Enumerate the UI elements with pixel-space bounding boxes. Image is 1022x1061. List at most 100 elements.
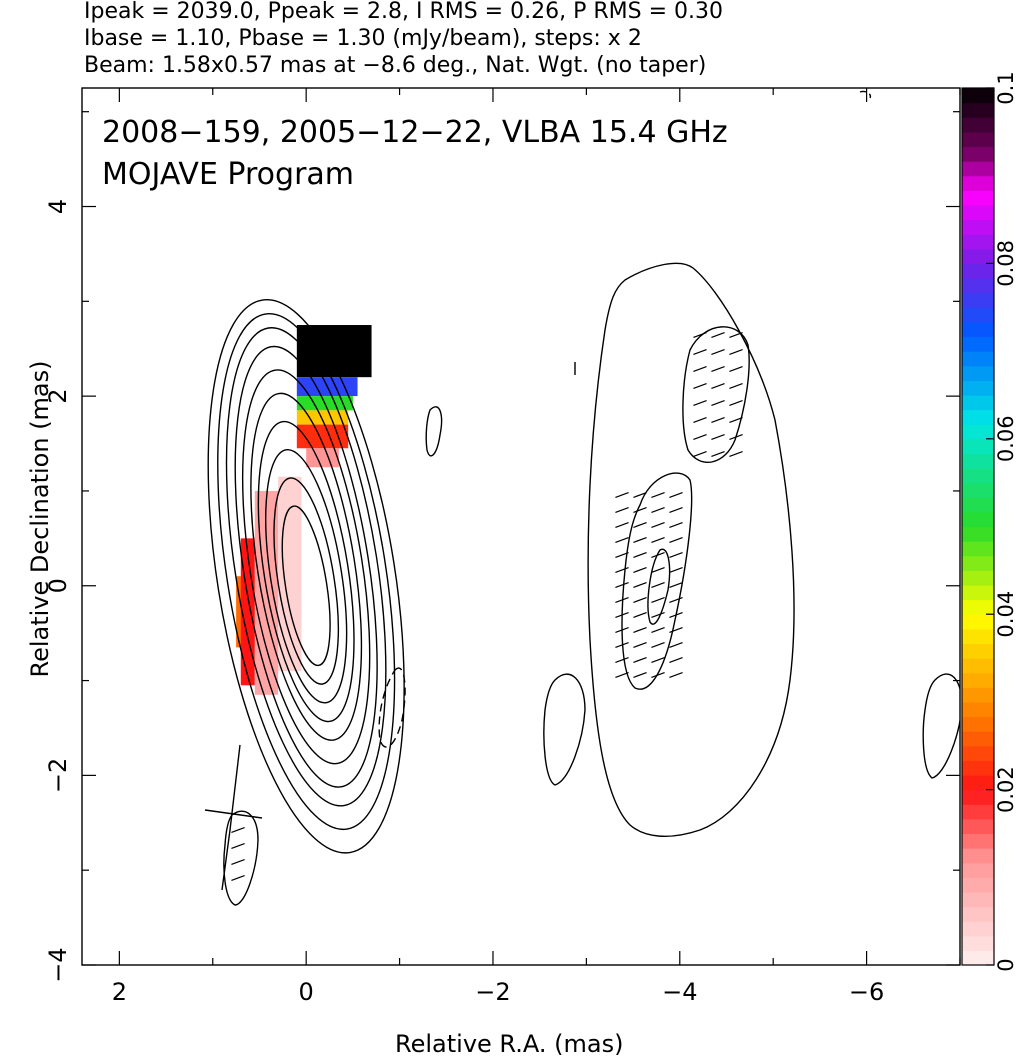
region-b-vector-35	[669, 612, 683, 618]
colorbar-segment	[962, 906, 994, 922]
region-b-vector-7	[669, 507, 683, 513]
colorbar-segment	[962, 862, 994, 878]
region-b-vector-45	[633, 657, 647, 663]
core-contour-5	[250, 392, 363, 741]
core-contour-8	[273, 477, 339, 685]
colorbar-segment	[962, 848, 994, 864]
south-polarization-vector	[204, 809, 263, 819]
colorbar-frame	[961, 87, 995, 966]
region-a-vector-9	[693, 383, 707, 389]
header-line-1: Ipeak = 2039.0, Ppeak = 2.8, I RMS = 0.2…	[84, 0, 723, 24]
region-a-vector-11	[729, 383, 743, 389]
colorbar-segment	[962, 950, 994, 966]
isolated-contour-edge	[922, 673, 960, 779]
core-contour-9	[281, 505, 331, 667]
isolated-contour-east	[425, 406, 443, 457]
colorbar-tick-label: 0.06	[994, 415, 1018, 462]
pol-pixel-block-5	[306, 448, 339, 468]
region-b-vector-42	[651, 642, 665, 648]
colorbar-tick-label: 0.02	[994, 766, 1018, 813]
colorbar-segment	[962, 526, 994, 542]
colorbar-segment	[962, 614, 994, 630]
west-component-inner-contour	[647, 548, 671, 625]
region-b-vector-15	[669, 537, 683, 543]
region-b-vector-11	[669, 522, 683, 528]
colorbar-segment	[962, 731, 994, 747]
colorbar-segment	[962, 760, 994, 776]
x-tick-label: −6	[849, 978, 884, 1006]
region-a-vector-5	[729, 349, 743, 355]
colorbar-segment	[962, 716, 994, 732]
colorbar-segment	[962, 468, 994, 484]
region-b-vector-44	[615, 657, 629, 663]
colorbar-segment	[962, 555, 994, 571]
region-a-vector-18	[693, 434, 707, 440]
west-component-outer-contour	[587, 262, 795, 838]
region-b-vector-47	[669, 657, 683, 663]
region-b-vector-0	[615, 492, 629, 498]
region-a-vector-21	[693, 451, 707, 457]
colorbar-segment	[962, 307, 994, 323]
colorbar-segment	[962, 88, 994, 104]
colorbar-segment	[962, 336, 994, 352]
y-tick-label: −4	[44, 947, 72, 982]
region-b-vector-28	[615, 597, 629, 603]
region-b-vector-12	[615, 537, 629, 543]
pol-pixel-block-7	[240, 538, 255, 686]
region-b-vector-36	[615, 627, 629, 633]
colorbar-segment	[962, 570, 994, 586]
colorbar-segment	[962, 190, 994, 206]
region-b-vector-25	[633, 582, 647, 588]
region-b-vector-5	[633, 507, 647, 513]
region-b-vector-16	[615, 552, 629, 558]
region-b-vector-38	[651, 627, 665, 633]
region-b-vector-46	[651, 657, 665, 663]
x-tick-label: 2	[112, 978, 127, 1006]
region-b-vector-50	[651, 672, 665, 678]
region-b-vector-14	[651, 537, 665, 543]
colorbar-segment	[962, 891, 994, 908]
colorbar-segment	[962, 219, 994, 235]
region-a-vector-19	[711, 434, 725, 440]
colorbar: 0 0.02 0.04 0.06 0.08 0.1	[961, 71, 1018, 972]
negative-contour	[378, 667, 406, 748]
region-a-vector-6	[693, 366, 707, 372]
region-a-vector-14	[729, 400, 743, 406]
colorbar-segment	[962, 204, 994, 221]
colorbar-segment	[962, 877, 994, 893]
x-tick-label: 0	[299, 978, 314, 1006]
colorbar-segment	[962, 234, 994, 250]
pol-pixel-block-3	[296, 410, 349, 425]
pol-pixel-block-0	[296, 325, 372, 378]
region-a-vector-1	[711, 332, 725, 338]
region-b-vector-41	[633, 642, 647, 648]
core-contour-0	[207, 298, 405, 854]
colorbar-segment	[962, 804, 994, 820]
colorbar-segment	[962, 628, 994, 645]
y-axis-label: Relative Declination (mas)	[26, 360, 54, 678]
south-vector-1	[231, 843, 245, 849]
header-line-3: Beam: 1.58x0.57 mas at −8.6 deg., Nat. W…	[84, 53, 707, 78]
colorbar-segment	[962, 745, 994, 761]
colorbar-segment	[962, 497, 994, 513]
region-b-vector-32	[615, 612, 629, 618]
colorbar-segment	[962, 365, 994, 381]
colorbar-segment	[962, 263, 994, 279]
core-contour-7	[265, 449, 348, 704]
region-b-vector-27	[669, 582, 683, 588]
core-contour-6	[257, 420, 355, 723]
region-b-vector-26	[651, 582, 665, 588]
y-tick-label: −2	[44, 758, 72, 793]
region-b-vector-30	[651, 597, 665, 603]
colorbar-segment	[962, 292, 994, 308]
region-a-vector-0	[693, 332, 707, 338]
region-b-vector-20	[615, 567, 629, 573]
region-b-vector-10	[651, 522, 665, 528]
plot-frame	[81, 87, 961, 966]
region-b-vector-1	[633, 492, 647, 498]
colorbar-segment	[962, 351, 994, 367]
colorbar-segment	[962, 599, 994, 615]
pol-pixel-block-9	[278, 476, 302, 672]
region-a-vector-16	[711, 417, 725, 423]
region-a-vector-13	[711, 400, 725, 406]
